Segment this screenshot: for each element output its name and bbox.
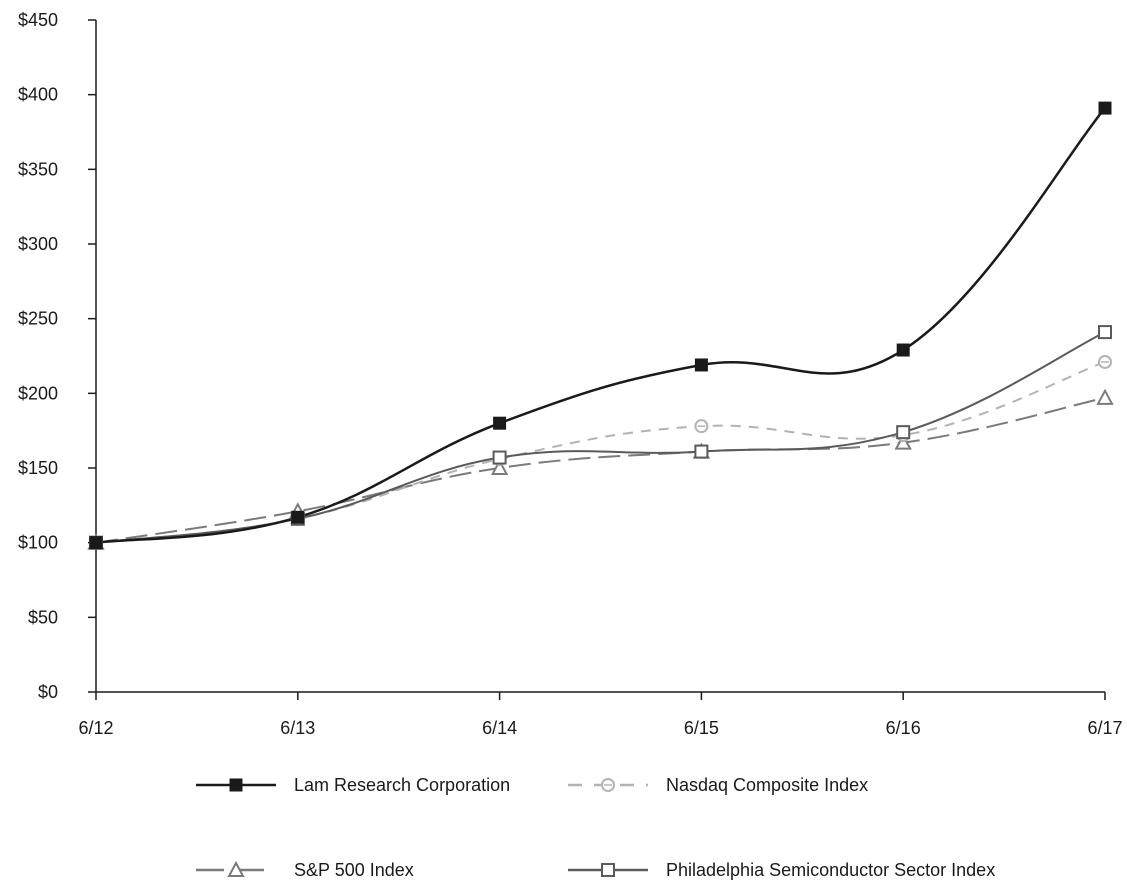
data-point-0-2 [493, 416, 507, 430]
y-tick-label: $150 [18, 458, 58, 478]
data-point-0-5 [1098, 101, 1112, 115]
data-point-0-4 [896, 343, 910, 357]
y-tick-label: $100 [18, 533, 58, 553]
y-tick-label: $350 [18, 159, 58, 179]
x-tick-label: 6/12 [78, 718, 113, 738]
series-line-2 [95, 396, 1106, 544]
x-tick-label: 6/16 [886, 718, 921, 738]
series-lines [95, 107, 1106, 544]
legend-item: S&P 500 Index [196, 860, 414, 880]
y-tick-label: $0 [38, 682, 58, 702]
data-point-2-5 [1096, 388, 1114, 405]
data-point-3-5 [1098, 325, 1112, 340]
y-tick-label: $50 [28, 607, 58, 627]
x-tick-label: 6/13 [280, 718, 315, 738]
data-point-3-2 [492, 450, 507, 465]
triangle-icon [227, 860, 245, 877]
y-tick-label: $250 [18, 309, 58, 329]
y-tick-label: $200 [18, 383, 58, 403]
y-axis-ticks: $0 $50 $100 $150 $200 $250 $300 $350 $400 $450 [18, 10, 96, 702]
chart-axes [95, 20, 1105, 693]
open-square-icon [601, 863, 615, 877]
data-point-1-5 [1098, 354, 1112, 369]
data-point-3-4 [896, 425, 911, 440]
x-axis-ticks: 6/12 6/13 6/14 6/15 6/16 6/17 [78, 692, 1123, 738]
series-line-1 [95, 361, 1106, 544]
series-markers [87, 101, 1114, 550]
chart-legend: Lam Research Corporation Nasdaq Composite… [196, 775, 995, 880]
legend-label: Philadelphia Semiconductor Sector Index [666, 860, 995, 880]
series-line-0 [95, 107, 1106, 544]
x-tick-label: 6/15 [684, 718, 719, 738]
y-tick-label: $450 [18, 10, 58, 30]
circle-icon [601, 778, 615, 792]
legend-label: Lam Research Corporation [294, 775, 510, 795]
data-point-0-1 [291, 510, 305, 524]
data-point-1-3 [694, 419, 709, 434]
data-point-2-2 [490, 458, 509, 475]
legend-label: S&P 500 Index [294, 860, 414, 880]
data-point-0-3 [694, 358, 708, 372]
legend-item: Lam Research Corporation [196, 775, 510, 795]
data-point-0-0 [89, 536, 103, 550]
x-tick-label: 6/17 [1087, 718, 1122, 738]
legend-label: Nasdaq Composite Index [666, 775, 868, 795]
series-line-3 [95, 331, 1106, 544]
filled-square-icon [229, 778, 243, 792]
y-tick-label: $400 [18, 85, 58, 105]
y-tick-label: $300 [18, 234, 58, 254]
x-tick-label: 6/14 [482, 718, 517, 738]
legend-item: Philadelphia Semiconductor Sector Index [568, 860, 995, 880]
data-point-3-3 [694, 444, 709, 459]
legend-item: Nasdaq Composite Index [568, 775, 868, 795]
